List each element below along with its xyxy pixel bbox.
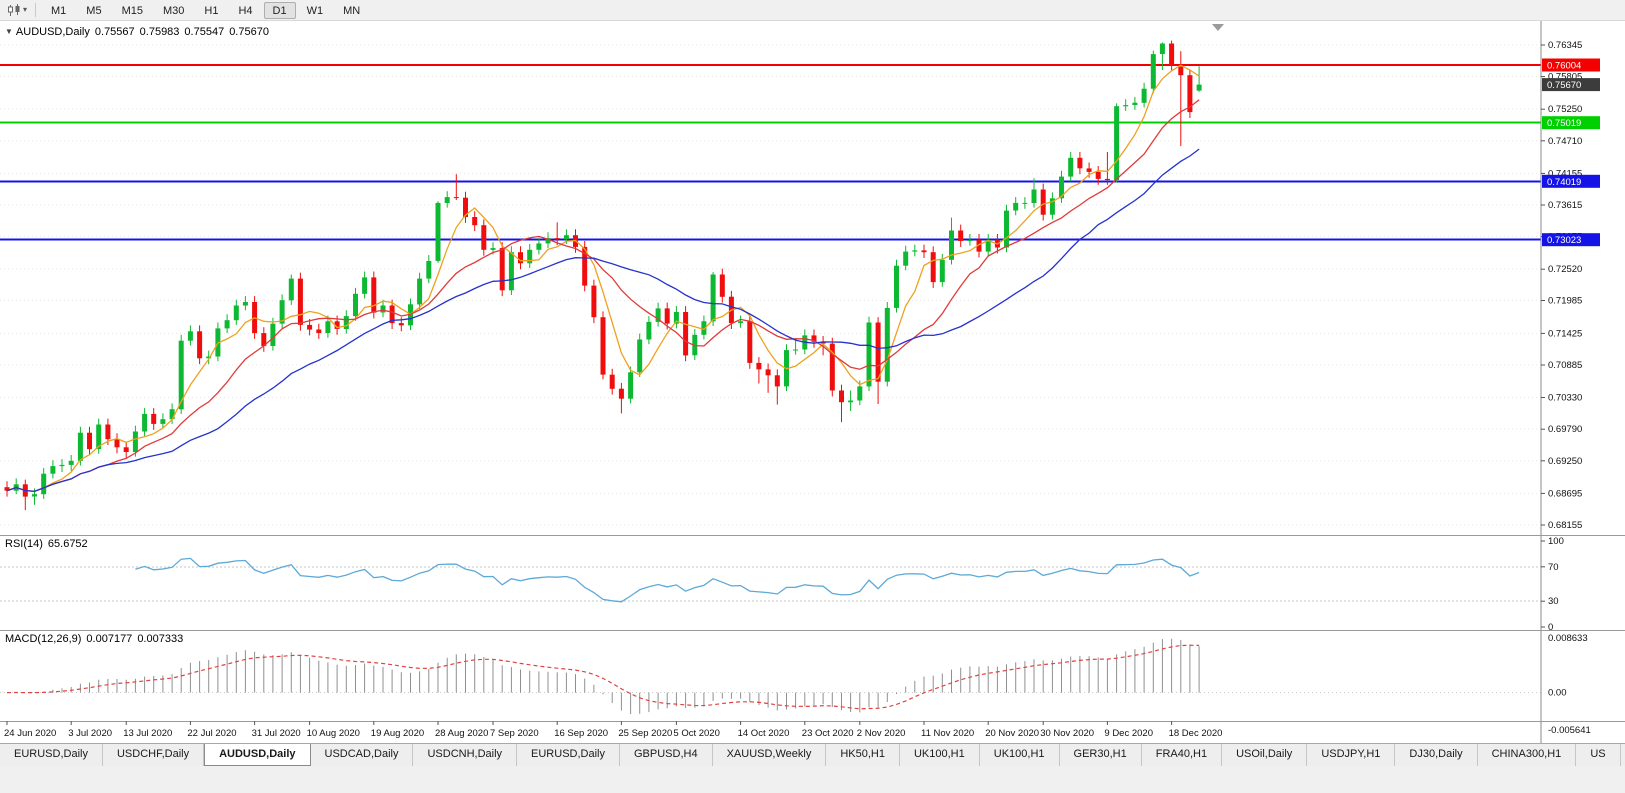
svg-text:0.69790: 0.69790 [1548,424,1582,435]
toolbar-caret-icon: ▾ [23,5,28,14]
svg-text:30 Nov 2020: 30 Nov 2020 [1040,728,1094,739]
svg-text:3 Jul 2020: 3 Jul 2020 [68,728,112,739]
chart-low-value: 0.75547 [184,26,225,38]
svg-text:10 Aug 2020: 10 Aug 2020 [307,728,360,739]
macd-indicator-label: MACD(12,26,9) 0.007177 0.007333 [5,633,183,645]
svg-text:13 Jul 2020: 13 Jul 2020 [123,728,172,739]
svg-text:5 Oct 2020: 5 Oct 2020 [673,728,719,739]
svg-text:0.74710: 0.74710 [1548,136,1582,147]
timeframe-button-m30[interactable]: M30 [162,4,185,17]
svg-text:0.70885: 0.70885 [1548,360,1582,371]
timeframe-toolbar: ▾ M1 M5 M15 M30 H1 H4 D1 W1 MN [0,0,1625,21]
chart-tab-us[interactable]: US [1576,744,1621,766]
svg-text:19 Aug 2020: 19 Aug 2020 [371,728,424,739]
status-strip [0,766,1625,793]
svg-text:0.75250: 0.75250 [1548,104,1582,115]
chart-tab-hk50-h1[interactable]: HK50,H1 [826,744,900,766]
chart-tab-dj30-daily[interactable]: DJ30,Daily [1395,744,1478,766]
timeframe-button-m15[interactable]: M15 [121,4,143,17]
svg-text:28 Aug 2020: 28 Aug 2020 [435,728,488,739]
chart-area[interactable]: 0.76345 0.75805 0.75250 0.74710 0.74155 0.736… [0,21,1625,743]
svg-text:0.71425: 0.71425 [1548,328,1582,339]
chart-tab-eurusd-daily[interactable]: EURUSD,Daily [517,744,620,766]
svg-text:100: 100 [1548,536,1564,547]
macd-signal-value: 0.007333 [137,633,184,645]
svg-text:0.69250: 0.69250 [1548,456,1582,467]
svg-text:0.008633: 0.008633 [1548,633,1588,644]
chart-symbol-caret-icon: ▼ [5,27,13,36]
chart-tab-gbpusd-h4[interactable]: GBPUSD,H4 [620,744,713,766]
chart-tab-uk100-h1[interactable]: UK100,H1 [899,744,980,766]
chart-high-value: 0.75983 [139,26,180,38]
chart-tab-eurusd-daily[interactable]: EURUSD,Daily [0,744,103,766]
svg-text:20 Nov 2020: 20 Nov 2020 [985,728,1039,739]
svg-text:0: 0 [1548,622,1553,633]
chart-canvas[interactable]: 0.76345 0.75805 0.75250 0.74710 0.74155 0.736… [0,21,1625,743]
svg-text:0.71985: 0.71985 [1548,296,1582,307]
chart-title: ▼ AUDUSD,Daily 0.75567 0.75983 0.75547 0.7567… [5,26,269,38]
svg-text:22 Jul 2020: 22 Jul 2020 [187,728,236,739]
chart-tab-ger30-h1[interactable]: GER30,H1 [1059,744,1142,766]
chart-tabs-bar: EURUSD,Daily USDCHF,Daily AUDUSD,Daily USDC… [0,743,1625,766]
svg-text:0.73615: 0.73615 [1548,200,1582,211]
rsi-indicator-label: RSI(14) 65.6752 [5,538,88,550]
svg-text:0.68695: 0.68695 [1548,488,1582,499]
svg-text:0.70330: 0.70330 [1548,393,1582,404]
svg-text:18 Dec 2020: 18 Dec 2020 [1169,728,1223,739]
timeframe-button-m1[interactable]: M1 [51,4,67,17]
svg-text:31 Jul 2020: 31 Jul 2020 [252,728,301,739]
svg-text:0.75805: 0.75805 [1548,72,1582,83]
svg-text:0.72520: 0.72520 [1548,264,1582,275]
svg-text:0.75670: 0.75670 [1547,80,1581,91]
timeframe-button-mn[interactable]: MN [343,4,361,17]
candlestick-chart-icon [8,3,20,16]
timeframe-buttons: M1 M5 M15 M30 H1 H4 D1 W1 MN [41,1,370,19]
chart-tab-uk100-h1[interactable]: UK100,H1 [979,744,1060,766]
svg-text:24 Jun 2020: 24 Jun 2020 [4,728,56,739]
chart-tab-china300-h1[interactable]: CHINA300,H1 [1477,744,1577,766]
svg-text:14 Oct 2020: 14 Oct 2020 [738,728,790,739]
chart-tab-audusd-daily[interactable]: AUDUSD,Daily [204,744,311,766]
rsi-name: RSI(14) [5,538,43,550]
timeframe-button-d1[interactable]: D1 [263,1,296,19]
timeframe-button-m5[interactable]: M5 [86,4,102,17]
chart-tab-usdcad-daily[interactable]: USDCAD,Daily [310,744,414,766]
toolbar-separator [35,3,37,17]
svg-text:0.75019: 0.75019 [1547,118,1581,129]
chart-symbol-label: AUDUSD,Daily [15,26,90,38]
svg-text:-0.005641: -0.005641 [1548,725,1591,736]
chart-tab-fra40-h1[interactable]: FRA40,H1 [1141,744,1223,766]
chart-tab-usdchf-daily[interactable]: USDCHF,Daily [102,744,205,766]
svg-text:2 Nov 2020: 2 Nov 2020 [857,728,906,739]
timeframe-button-h4[interactable]: H4 [238,4,253,17]
svg-text:9 Dec 2020: 9 Dec 2020 [1104,728,1153,739]
chart-tab-usdjpy-h1[interactable]: USDJPY,H1 [1307,744,1396,766]
svg-text:0.68155: 0.68155 [1548,520,1582,531]
chart-tab-usoil-daily[interactable]: USOil,Daily [1222,744,1308,766]
svg-text:25 Sep 2020: 25 Sep 2020 [618,728,672,739]
svg-text:16 Sep 2020: 16 Sep 2020 [554,728,608,739]
svg-text:0.00: 0.00 [1548,688,1567,699]
svg-text:30: 30 [1548,596,1559,607]
svg-text:0.74155: 0.74155 [1548,168,1582,179]
timeframe-button-h1[interactable]: H1 [204,4,219,17]
chart-type-button[interactable]: ▾ [4,3,30,18]
macd-name: MACD(12,26,9) [5,633,82,645]
svg-text:11 Nov 2020: 11 Nov 2020 [921,728,974,739]
chart-tab-xauusd-weekly[interactable]: XAUUSD,Weekly [712,744,827,766]
svg-text:23 Oct 2020: 23 Oct 2020 [802,728,854,739]
macd-main-value: 0.007177 [86,633,133,645]
chart-tab-usdcnh-daily[interactable]: USDCNH,Daily [413,744,518,766]
svg-text:7 Sep 2020: 7 Sep 2020 [490,728,539,739]
svg-text:0.76004: 0.76004 [1547,61,1581,72]
rsi-value: 65.6752 [47,538,88,550]
svg-text:0.74019: 0.74019 [1547,177,1581,188]
chart-open-value: 0.75567 [94,26,135,38]
chart-close-value: 0.75670 [229,26,269,38]
svg-text:0.73023: 0.73023 [1547,235,1581,246]
timeframe-button-w1[interactable]: W1 [306,4,324,17]
svg-text:0.76345: 0.76345 [1548,40,1582,51]
svg-text:70: 70 [1548,562,1559,573]
